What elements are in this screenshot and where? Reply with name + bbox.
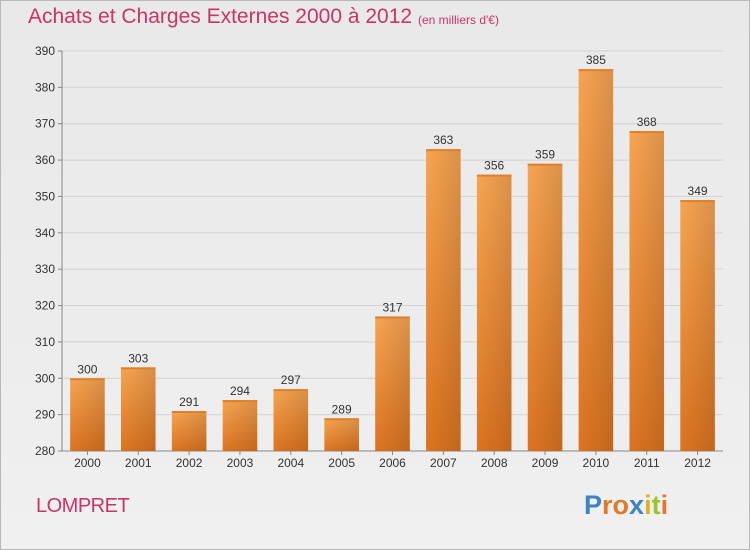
bar-shade-2000 [70, 378, 105, 451]
bar-top-2003 [222, 400, 258, 403]
data-label-2008: 356 [484, 159, 504, 173]
bar-top-2010 [578, 69, 614, 72]
x-tick-label-2006: 2006 [379, 456, 406, 470]
y-tick-label: 380 [35, 80, 55, 94]
bar-top-2012 [680, 200, 715, 203]
logo-letter: x [629, 490, 645, 520]
data-label-2005: 289 [332, 402, 352, 416]
bar-shade-2003 [222, 400, 258, 451]
y-tick-label: 360 [35, 153, 55, 167]
bar-shade-2007 [426, 149, 461, 451]
bar-shade-2011 [629, 131, 665, 451]
x-tick-label-2009: 2009 [532, 456, 559, 470]
x-tick-label-2000: 2000 [74, 456, 101, 470]
data-label-2010: 385 [586, 53, 606, 67]
y-tick-label: 300 [35, 371, 55, 385]
bar-top-2007 [426, 149, 461, 152]
bar-shade-2005 [324, 418, 359, 451]
bar-shade-2010 [578, 69, 614, 451]
bar-top-2004 [273, 389, 309, 392]
bar-top-2002 [171, 411, 207, 413]
bar-top-2001 [120, 367, 156, 370]
logo-letter: t [651, 490, 661, 520]
data-label-2006: 317 [382, 300, 402, 314]
y-tick-label: 310 [35, 335, 55, 349]
x-tick-label-2003: 2003 [227, 456, 254, 470]
bar-shade-2008 [476, 174, 512, 452]
data-label-2003: 294 [230, 384, 250, 398]
y-tick-label: 280 [35, 444, 55, 458]
logo-letter: i [660, 490, 669, 520]
data-label-2004: 297 [281, 373, 301, 387]
x-tick-label-2010: 2010 [583, 456, 610, 470]
y-tick-label: 370 [35, 117, 55, 131]
x-tick-label-2001: 2001 [125, 456, 152, 470]
location-name: LOMPRET [36, 495, 130, 517]
x-tick-label-2004: 2004 [277, 456, 304, 470]
bar-shade-2006 [375, 316, 410, 451]
proxiti-logo: Proxiti [584, 490, 668, 521]
bar-top-2000 [70, 378, 105, 381]
bar-shade-2004 [273, 389, 309, 451]
x-tick-label-2008: 2008 [481, 456, 508, 470]
data-label-2000: 300 [77, 362, 97, 376]
data-label-2002: 291 [179, 395, 199, 409]
data-label-2009: 359 [535, 148, 555, 162]
x-tick-label-2007: 2007 [430, 456, 457, 470]
logo-letter: r [602, 490, 613, 520]
logo-letter: o [612, 490, 630, 520]
chart-subtitle: (en milliers d'€) [418, 13, 499, 27]
y-tick-label: 390 [35, 44, 55, 58]
bar-shade-2002 [171, 411, 207, 451]
bar-top-2008 [476, 174, 512, 177]
y-tick-label: 320 [35, 299, 55, 313]
data-label-2001: 303 [128, 351, 148, 365]
y-tick-label: 330 [35, 262, 55, 276]
bar-top-2009 [527, 163, 563, 166]
bar-shade-2001 [120, 367, 156, 451]
y-tick-label: 290 [35, 408, 55, 422]
logo-letter: P [584, 490, 603, 520]
bar-shade-2009 [527, 163, 563, 451]
logo-letter: i [644, 490, 652, 520]
y-tick-label: 350 [35, 189, 55, 203]
bar-top-2011 [629, 131, 665, 133]
x-tick-label-2002: 2002 [176, 456, 203, 470]
chart-title: Achats et Charges Externes 2000 à 2012 [28, 5, 413, 28]
x-tick-label-2005: 2005 [328, 456, 355, 470]
data-label-2011: 368 [637, 115, 657, 129]
data-label-2007: 363 [433, 133, 453, 147]
bar-top-2005 [324, 418, 359, 421]
x-tick-label-2011: 2011 [634, 456, 660, 470]
x-tick-label-2012: 2012 [684, 456, 711, 470]
y-tick-label: 340 [35, 226, 55, 240]
bar-top-2006 [375, 316, 410, 319]
bar-shade-2012 [680, 200, 715, 451]
data-label-2012: 349 [688, 184, 708, 198]
